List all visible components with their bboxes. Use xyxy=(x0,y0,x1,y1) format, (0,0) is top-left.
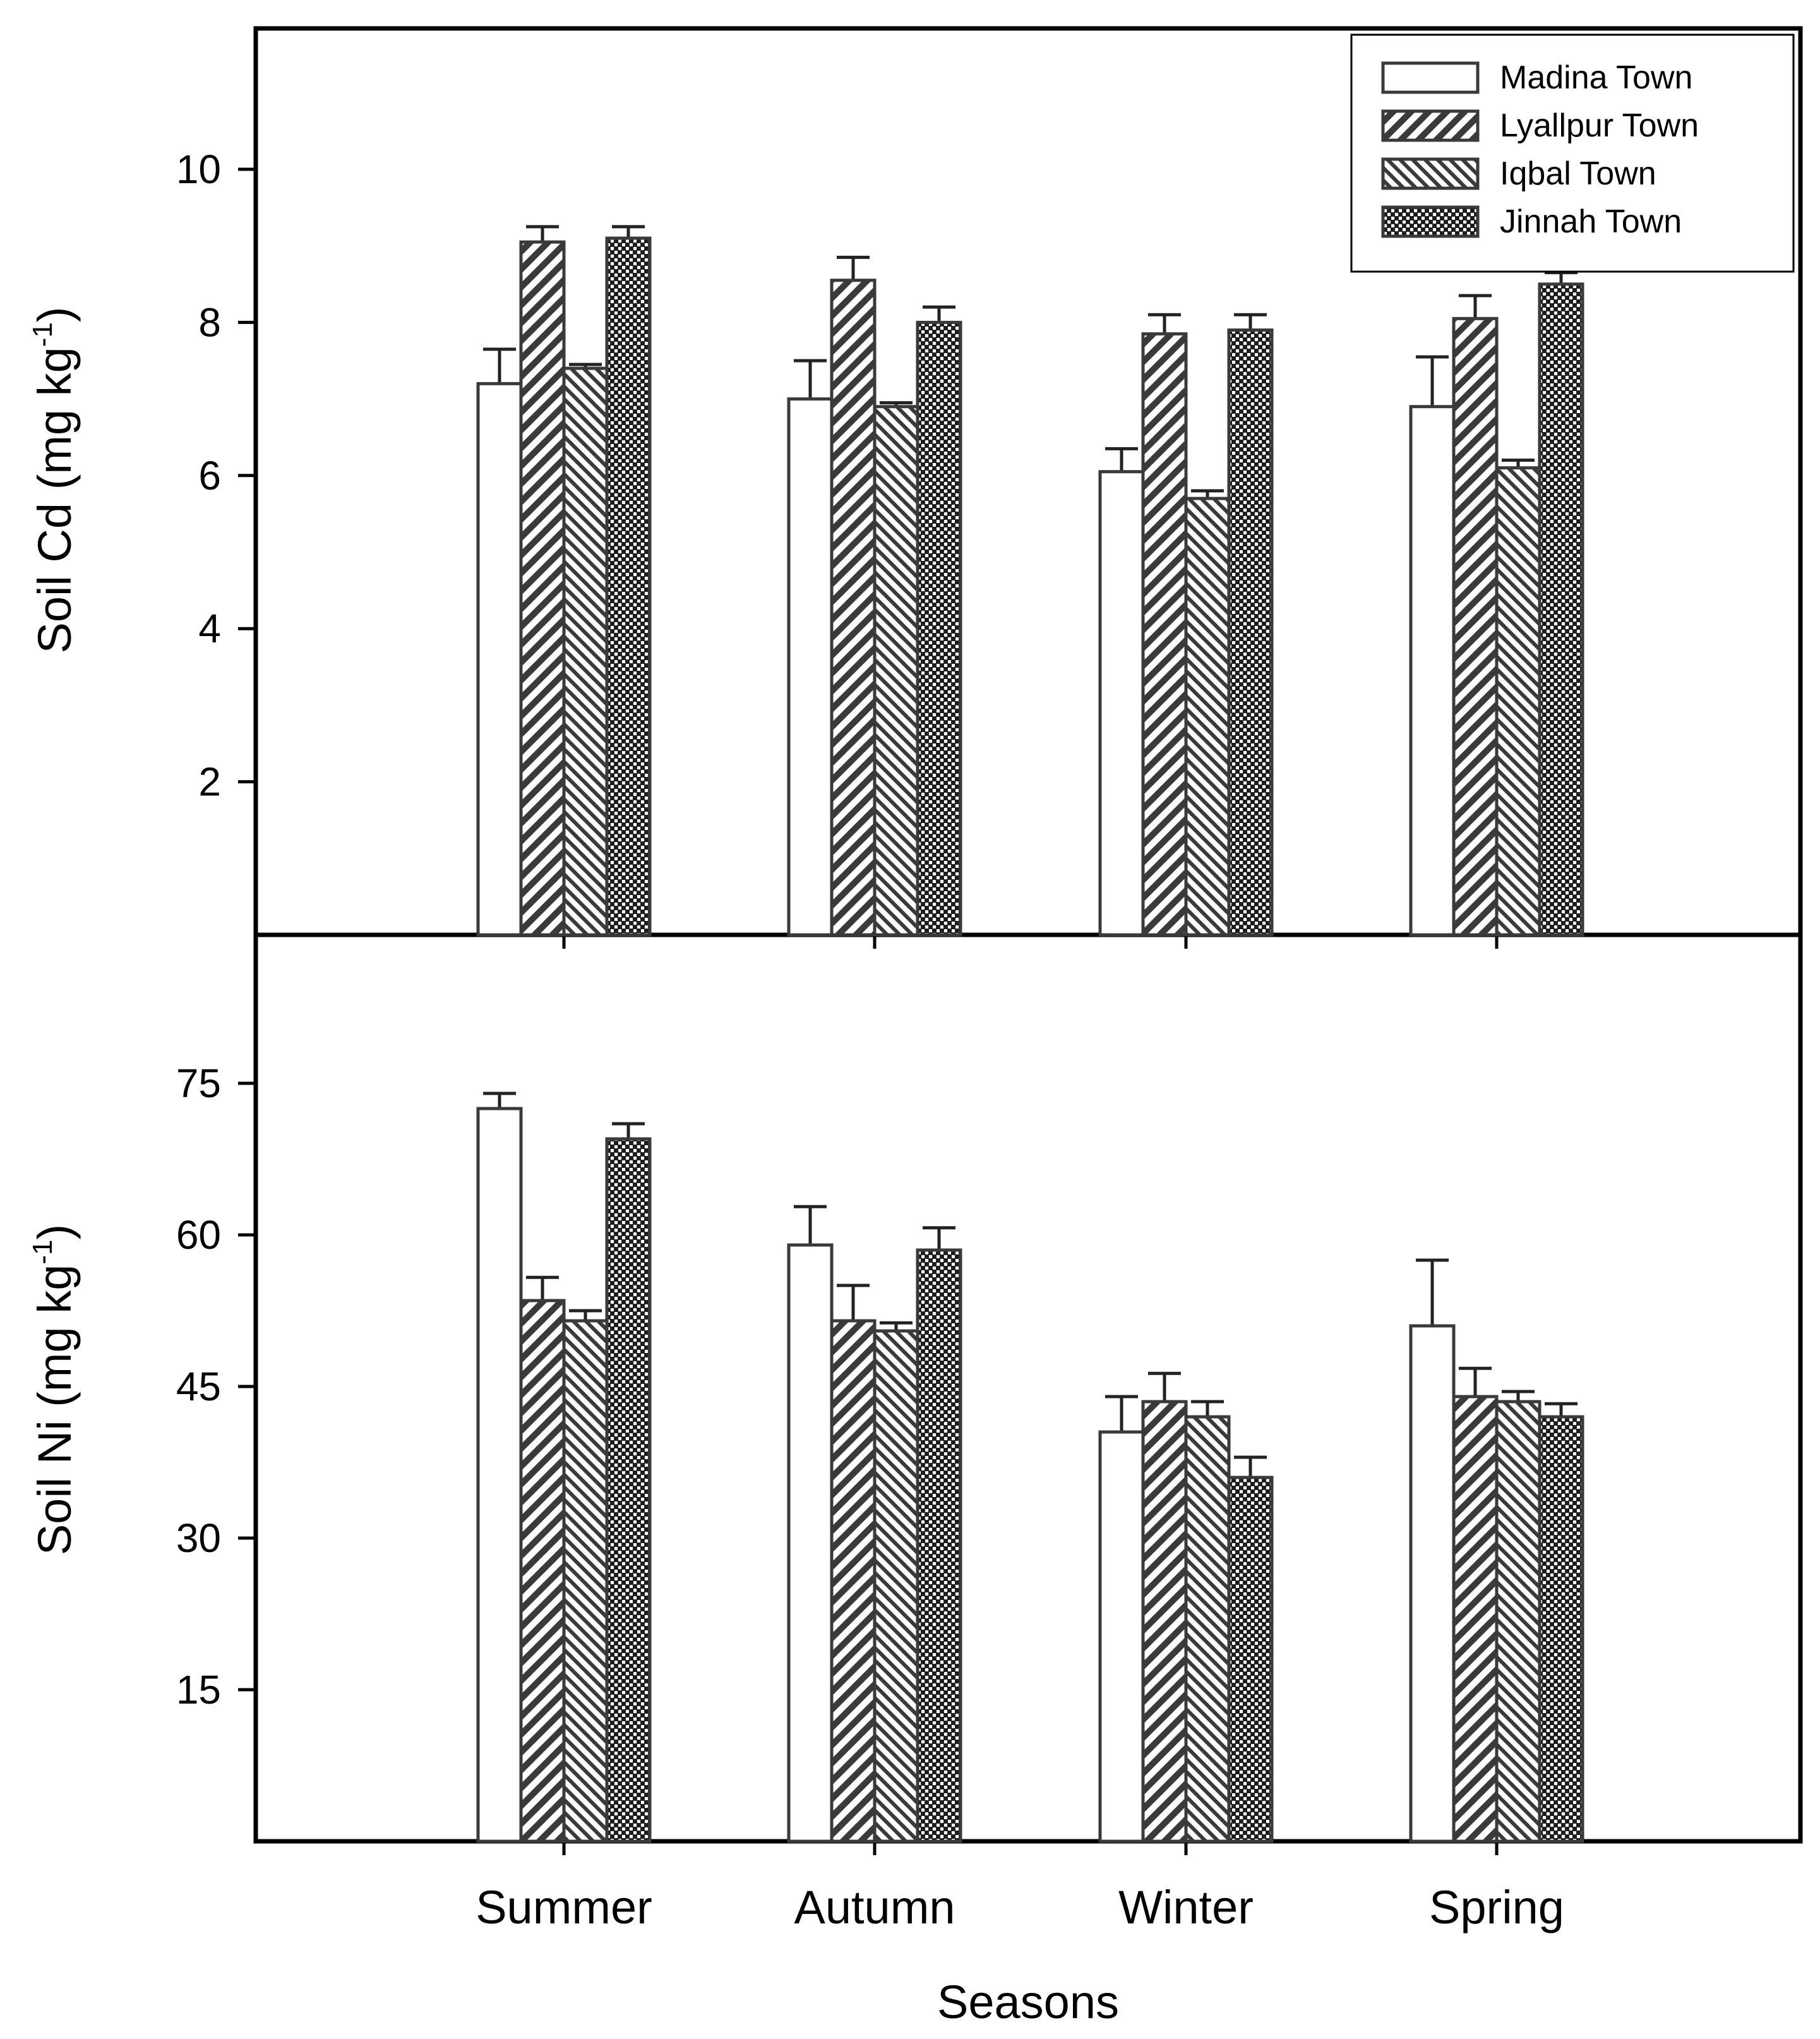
x-category-label: Spring xyxy=(1429,1881,1564,1934)
cd-bar xyxy=(1098,470,1145,937)
legend-swatch xyxy=(1381,109,1480,142)
cd-bar xyxy=(476,382,523,937)
cd-y-tick-label: 6 xyxy=(198,453,221,498)
cd-bar xyxy=(873,405,919,937)
legend: Madina Town Lyallpur Town Iqbal Town Jinnah… xyxy=(1350,33,1795,273)
ni-bar xyxy=(562,1319,609,1843)
x-axis-title: Seasons xyxy=(937,1976,1119,2028)
ni-bar xyxy=(1227,1476,1274,1843)
ni-bar xyxy=(1409,1324,1456,1843)
cd-y-tick-label: 10 xyxy=(176,147,221,192)
ni-bar xyxy=(787,1243,834,1843)
cd-y-tick-label: 4 xyxy=(198,606,221,651)
ni-bar xyxy=(1495,1400,1542,1843)
cd-bar xyxy=(830,279,877,937)
legend-label: Iqbal Town xyxy=(1500,155,1656,192)
cd-bar xyxy=(916,320,962,937)
cd-bar xyxy=(1538,282,1584,937)
cd-y-tick-label: 2 xyxy=(198,759,221,805)
ni-bar xyxy=(1538,1415,1584,1843)
cd-bar xyxy=(605,236,652,937)
y-axis-title-cd: Soil Cd (mg kg-1) xyxy=(27,306,81,653)
cd-bar xyxy=(1452,316,1499,937)
ni-y-tick-label: 45 xyxy=(176,1364,221,1409)
cd-bar xyxy=(562,366,609,937)
legend-label: Madina Town xyxy=(1500,59,1692,96)
legend-label: Jinnah Town xyxy=(1500,203,1682,240)
y-axis-title-ni: Soil Ni (mg kg-1) xyxy=(27,1224,81,1555)
cd-bar xyxy=(1409,405,1456,937)
legend-swatch xyxy=(1381,157,1480,190)
x-category-label: Summer xyxy=(476,1881,652,1934)
legend-label: Lyallpur Town xyxy=(1500,107,1699,144)
ni-bar xyxy=(916,1248,962,1843)
ni-y-tick-label: 30 xyxy=(176,1515,221,1561)
ni-bar xyxy=(1141,1400,1188,1843)
cd-y-tick-label: 8 xyxy=(198,299,221,345)
ni-bar xyxy=(1098,1430,1145,1843)
cd-bar xyxy=(1227,328,1274,937)
bottom-bars-ni xyxy=(476,1092,1584,1843)
x-category-label: Autumn xyxy=(794,1881,955,1934)
ni-y-tick-label: 60 xyxy=(176,1212,221,1258)
cd-bar xyxy=(1495,466,1542,937)
cd-bar xyxy=(787,397,834,937)
ni-bar xyxy=(873,1329,919,1843)
ni-y-tick-label: 75 xyxy=(176,1061,221,1106)
legend-swatch xyxy=(1381,205,1480,238)
bottom-y-ticks: 15 30 45 60 75 xyxy=(176,1061,1499,1855)
legend-swatch xyxy=(1381,61,1480,94)
ni-bar xyxy=(1184,1415,1231,1843)
ni-bar xyxy=(519,1299,566,1843)
x-category-labels: Summer Autumn Winter Spring xyxy=(476,1881,1564,1934)
cd-bar xyxy=(1184,496,1231,937)
ni-bar xyxy=(605,1137,652,1843)
top-bars-cd xyxy=(476,225,1584,937)
ni-bar xyxy=(476,1107,523,1843)
ni-bar xyxy=(830,1319,877,1843)
cd-bar xyxy=(1141,332,1188,937)
cd-bar xyxy=(519,240,566,937)
ni-y-tick-label: 15 xyxy=(176,1667,221,1712)
x-category-label: Winter xyxy=(1118,1881,1254,1934)
ni-bar xyxy=(1452,1395,1499,1843)
top-y-ticks: 2 4 6 8 10 xyxy=(176,147,1499,949)
